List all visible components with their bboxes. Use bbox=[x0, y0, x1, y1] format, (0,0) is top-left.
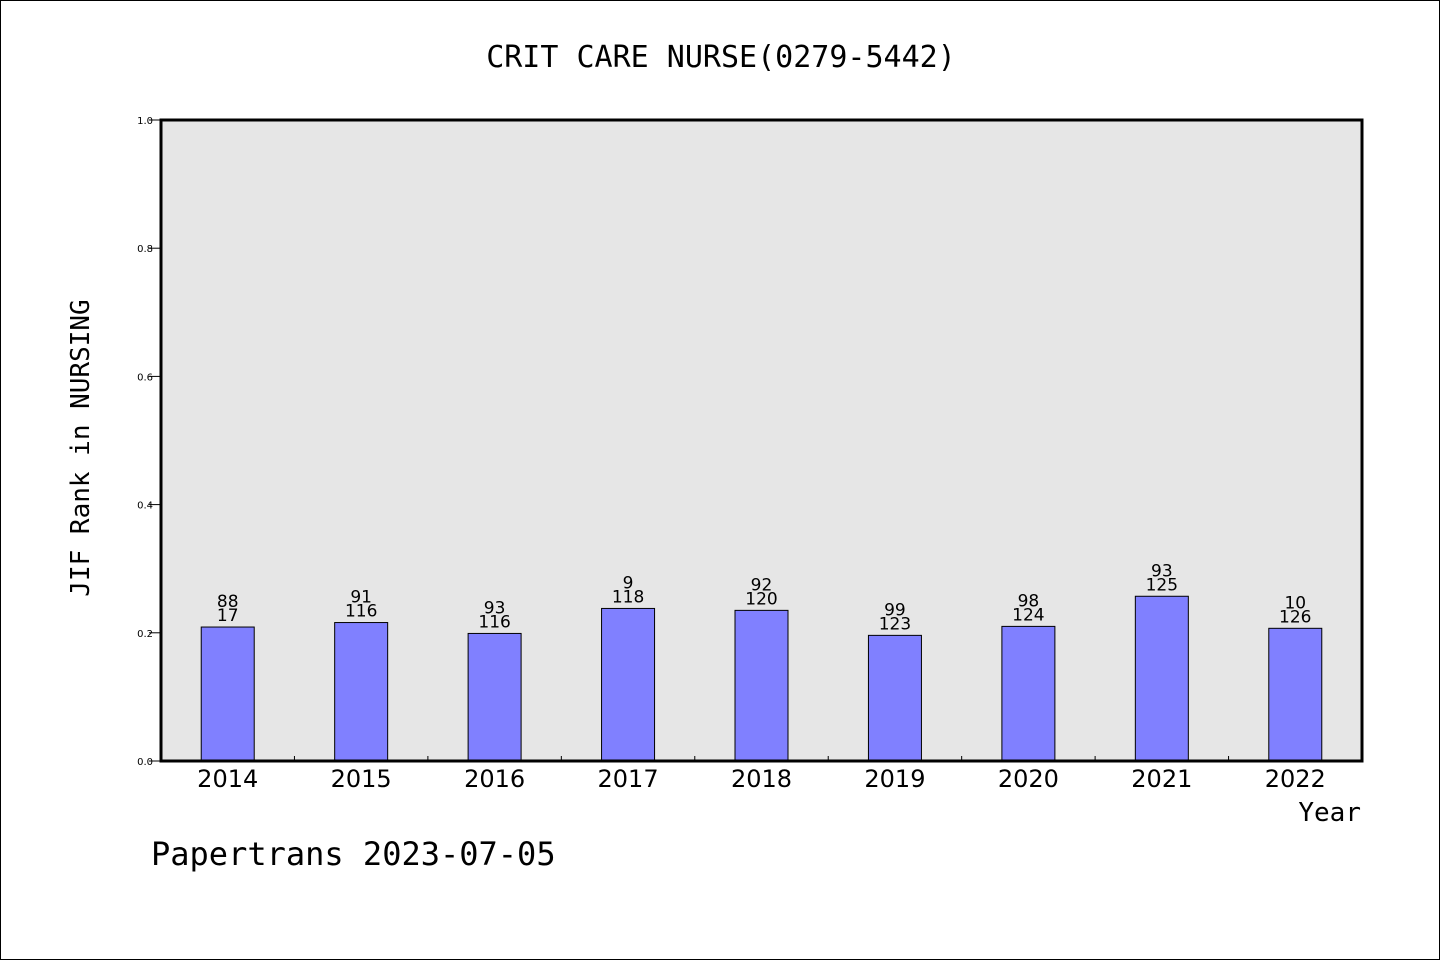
y-tick-label: 0.8 bbox=[137, 244, 153, 255]
x-tick-label: 2020 bbox=[998, 765, 1059, 793]
bar-2017 bbox=[601, 607, 656, 762]
bar-total-label: 17 bbox=[217, 606, 239, 626]
bar-2014 bbox=[200, 626, 255, 762]
bar-rank-label: 93 bbox=[484, 598, 506, 618]
bar-total-label: 116 bbox=[345, 602, 377, 622]
y-tick-label: 0.2 bbox=[137, 629, 153, 640]
bar-2022 bbox=[1268, 627, 1323, 762]
y-axis: 0.0 0.2 0.4 0.6 0.8 1.0 bbox=[137, 116, 161, 768]
bar-2020 bbox=[1001, 625, 1056, 762]
chart-title: CRIT CARE NURSE(0279-5442) bbox=[486, 40, 956, 75]
y-axis-label: JIF Rank in NURSING bbox=[66, 299, 96, 596]
bar-rank-label: 93 bbox=[1151, 561, 1173, 581]
bar-rank-label: 9 bbox=[623, 573, 634, 593]
bar-rank-label: 99 bbox=[884, 600, 906, 620]
x-tick-label: 2016 bbox=[464, 765, 525, 793]
x-tick-label: 2015 bbox=[331, 765, 392, 793]
x-tick-label: 2017 bbox=[598, 765, 659, 793]
bar-total-label: 123 bbox=[879, 614, 911, 634]
y-tick-label: 1.0 bbox=[137, 116, 153, 127]
watermark-text: Papertrans 2023-07-05 bbox=[151, 835, 556, 873]
x-tick-label: 2018 bbox=[731, 765, 792, 793]
y-tick-label: 0.0 bbox=[137, 757, 153, 768]
x-tick-label: 2022 bbox=[1265, 765, 1326, 793]
bar-total-label: 118 bbox=[612, 587, 644, 607]
bar-rank-label: 98 bbox=[1018, 591, 1040, 611]
x-tick-label: 2014 bbox=[197, 765, 258, 793]
bar-total-label: 120 bbox=[745, 589, 777, 609]
x-axis: 2014 2015 2016 2017 2018 2019 2020 2021 2022 bbox=[197, 756, 1326, 793]
x-tick-label: 2021 bbox=[1131, 765, 1192, 793]
bar-2019 bbox=[867, 634, 922, 762]
bar-total-label: 126 bbox=[1279, 607, 1311, 627]
bar-total-label: 125 bbox=[1146, 575, 1178, 595]
bars-layer bbox=[200, 595, 1323, 762]
bar-rank-label: 88 bbox=[217, 592, 239, 612]
y-tick-label: 0.4 bbox=[137, 501, 153, 512]
bar-2016 bbox=[467, 632, 522, 762]
bar-total-label: 124 bbox=[1012, 605, 1044, 625]
x-tick-label: 2019 bbox=[864, 765, 925, 793]
y-tick-label: 0.6 bbox=[137, 372, 153, 383]
x-axis-label: Year bbox=[1298, 798, 1361, 828]
plot-frame bbox=[159, 118, 1364, 763]
bar-rank-label: 10 bbox=[1284, 593, 1306, 613]
bar-2021 bbox=[1134, 595, 1189, 762]
bar-rank-label: 92 bbox=[751, 575, 773, 595]
bar-2018 bbox=[734, 609, 789, 762]
bar-rank-label: 91 bbox=[350, 588, 372, 608]
bar-total-label: 116 bbox=[478, 612, 510, 632]
bar-2015 bbox=[334, 622, 389, 762]
